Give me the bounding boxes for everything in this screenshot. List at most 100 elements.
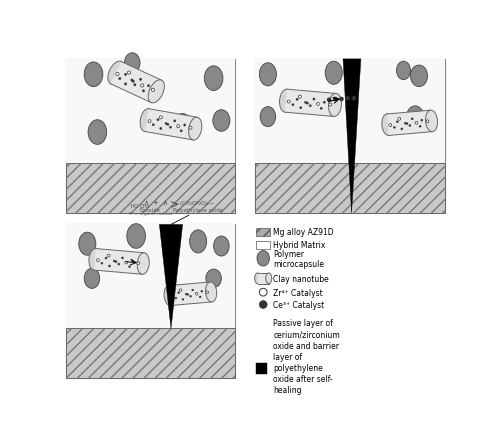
- Ellipse shape: [409, 125, 411, 127]
- Ellipse shape: [214, 237, 229, 256]
- Ellipse shape: [206, 270, 222, 288]
- Ellipse shape: [257, 251, 270, 266]
- Ellipse shape: [406, 123, 408, 125]
- Ellipse shape: [134, 84, 136, 87]
- Text: R' = organic radical: R' = organic radical: [128, 211, 172, 215]
- Ellipse shape: [306, 103, 308, 105]
- Ellipse shape: [160, 128, 162, 130]
- Ellipse shape: [204, 67, 223, 91]
- Ellipse shape: [260, 289, 267, 296]
- Bar: [66, 329, 235, 378]
- Ellipse shape: [175, 297, 177, 299]
- Ellipse shape: [127, 224, 146, 249]
- Ellipse shape: [140, 85, 144, 88]
- Ellipse shape: [352, 97, 356, 101]
- Ellipse shape: [157, 119, 159, 122]
- Ellipse shape: [394, 127, 396, 129]
- Ellipse shape: [309, 105, 312, 108]
- Ellipse shape: [152, 89, 154, 92]
- Ellipse shape: [389, 125, 392, 127]
- Ellipse shape: [260, 64, 276, 87]
- Ellipse shape: [122, 257, 124, 260]
- Ellipse shape: [108, 265, 110, 267]
- Polygon shape: [343, 60, 361, 214]
- Ellipse shape: [298, 96, 302, 99]
- Ellipse shape: [189, 127, 192, 130]
- Ellipse shape: [323, 102, 326, 104]
- Ellipse shape: [188, 118, 202, 141]
- Text: Mg alloy AZ91D: Mg alloy AZ91D: [274, 228, 334, 237]
- Bar: [254, 164, 444, 214]
- Ellipse shape: [316, 103, 320, 106]
- Ellipse shape: [128, 72, 130, 75]
- Text: Polyethylene oxide: Polyethylene oxide: [173, 207, 223, 212]
- Ellipse shape: [140, 79, 142, 81]
- Ellipse shape: [142, 90, 145, 93]
- Ellipse shape: [148, 81, 164, 104]
- Ellipse shape: [140, 109, 153, 132]
- Ellipse shape: [396, 122, 398, 124]
- Ellipse shape: [118, 78, 121, 81]
- Ellipse shape: [124, 83, 127, 86]
- Ellipse shape: [89, 249, 101, 270]
- Bar: [66, 60, 235, 164]
- Ellipse shape: [113, 260, 116, 263]
- Bar: [256, 363, 267, 374]
- Ellipse shape: [178, 292, 180, 294]
- Ellipse shape: [396, 62, 410, 80]
- Text: HO CH$_2$: HO CH$_2$: [130, 202, 150, 211]
- Ellipse shape: [176, 125, 180, 128]
- Ellipse shape: [137, 262, 140, 265]
- Ellipse shape: [288, 101, 290, 104]
- Ellipse shape: [300, 107, 302, 110]
- Ellipse shape: [206, 282, 216, 302]
- Ellipse shape: [190, 230, 206, 253]
- Ellipse shape: [411, 118, 413, 121]
- Ellipse shape: [124, 54, 140, 74]
- Ellipse shape: [179, 289, 182, 292]
- Text: Clay nanotube: Clay nanotube: [274, 274, 329, 283]
- Ellipse shape: [213, 111, 230, 132]
- Ellipse shape: [328, 99, 330, 102]
- Ellipse shape: [108, 255, 110, 257]
- Ellipse shape: [148, 120, 151, 123]
- Text: Zr⁴⁺ Catalyst: Zr⁴⁺ Catalyst: [274, 288, 323, 297]
- Bar: [285, 90, 336, 117]
- Ellipse shape: [137, 253, 149, 275]
- Ellipse shape: [84, 269, 100, 289]
- Text: Epoxide: Epoxide: [140, 207, 160, 212]
- Ellipse shape: [116, 73, 119, 76]
- Bar: [110, 62, 162, 103]
- Bar: [66, 164, 235, 214]
- Ellipse shape: [166, 124, 169, 126]
- Bar: [254, 60, 444, 164]
- Ellipse shape: [170, 295, 173, 297]
- Text: $\wedge$: $\wedge$: [162, 197, 168, 206]
- Ellipse shape: [206, 291, 208, 294]
- Ellipse shape: [180, 130, 182, 133]
- Ellipse shape: [346, 97, 349, 101]
- Text: Passive layer of
cerium/zirconium
oxide and barrier
layer of
polyethylene
oxide : Passive layer of cerium/zirconium oxide …: [274, 319, 340, 394]
- Ellipse shape: [148, 85, 150, 88]
- Ellipse shape: [260, 301, 267, 309]
- Ellipse shape: [84, 63, 103, 87]
- Ellipse shape: [174, 114, 191, 136]
- Ellipse shape: [192, 289, 194, 291]
- Ellipse shape: [190, 296, 192, 298]
- Ellipse shape: [398, 118, 400, 121]
- Ellipse shape: [108, 62, 124, 85]
- Ellipse shape: [328, 94, 342, 117]
- Text: +: +: [152, 200, 158, 206]
- Ellipse shape: [404, 123, 406, 125]
- Ellipse shape: [325, 62, 342, 85]
- Ellipse shape: [260, 107, 276, 127]
- Ellipse shape: [184, 125, 186, 127]
- Bar: [256, 228, 270, 237]
- Bar: [66, 60, 235, 214]
- Ellipse shape: [334, 98, 337, 101]
- Bar: [258, 273, 269, 284]
- Text: Polymer
microcapsule: Polymer microcapsule: [274, 249, 324, 268]
- Ellipse shape: [187, 294, 189, 296]
- Ellipse shape: [280, 90, 292, 113]
- Ellipse shape: [88, 121, 106, 145]
